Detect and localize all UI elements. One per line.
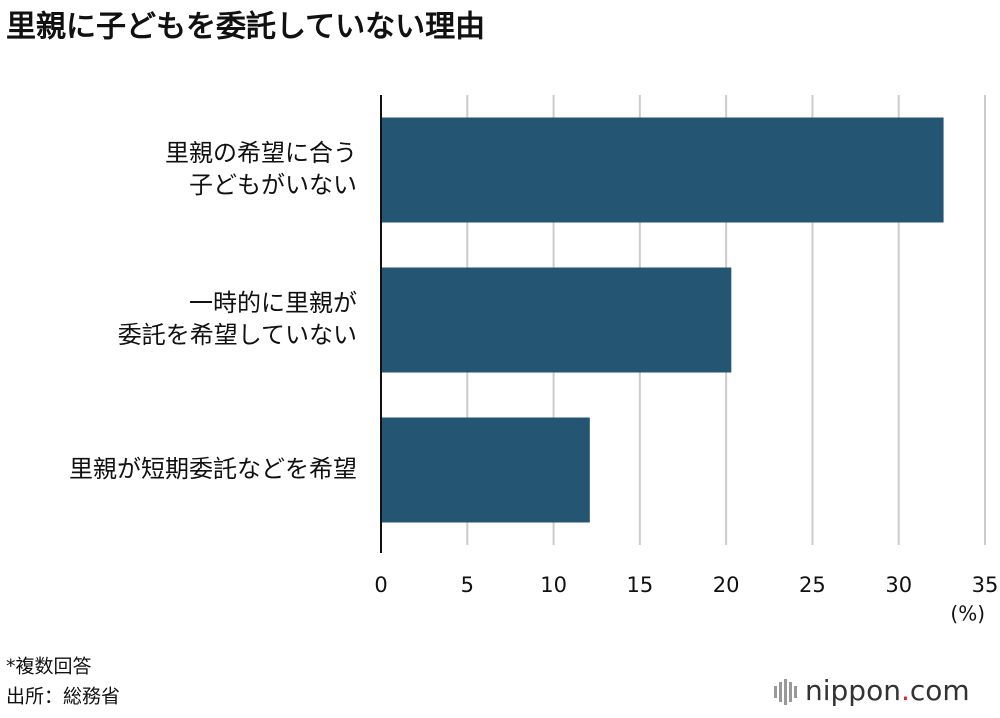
note: *複数回答 [6,656,92,678]
x-tick-label: 0 [374,573,387,597]
logo: nippon.com [805,674,970,707]
y-tick-label-line: 委託を希望していない [118,321,357,349]
x-tick-label: 30 [885,573,912,597]
y-tick-label-line: 里親が短期委託などを希望 [69,455,357,483]
y-tick-label-line: 子どもがいない [189,171,357,199]
y-tick-label: 里親が短期委託などを希望 [69,455,357,483]
bar [381,267,732,373]
x-tick-label: 15 [626,573,653,597]
y-tick-label-line: 一時的に里親が [189,289,357,317]
x-tick-label: 25 [799,573,826,597]
x-tick-label: 10 [540,573,567,597]
x-tick-label: 20 [713,573,740,597]
x-tick-label: 35 [972,573,999,597]
bar [381,417,590,523]
logo-tld: com [910,674,970,707]
y-tick-label: 里親の希望に合う子どもがいない [165,139,357,199]
y-tick-label: 一時的に里親が委託を希望していない [118,289,357,349]
source: 出所：総務省 [6,686,120,708]
y-tick-label-line: 里親の希望に合う [165,139,357,167]
logo-icon [774,679,797,705]
x-tick-label: 5 [461,573,474,597]
logo-dot: . [901,674,910,707]
logo-name: nippon [805,674,901,707]
bar [381,117,944,223]
x-unit: (%) [950,602,985,626]
chart-title: 里親に子どもを委託していない理由 [6,10,485,45]
